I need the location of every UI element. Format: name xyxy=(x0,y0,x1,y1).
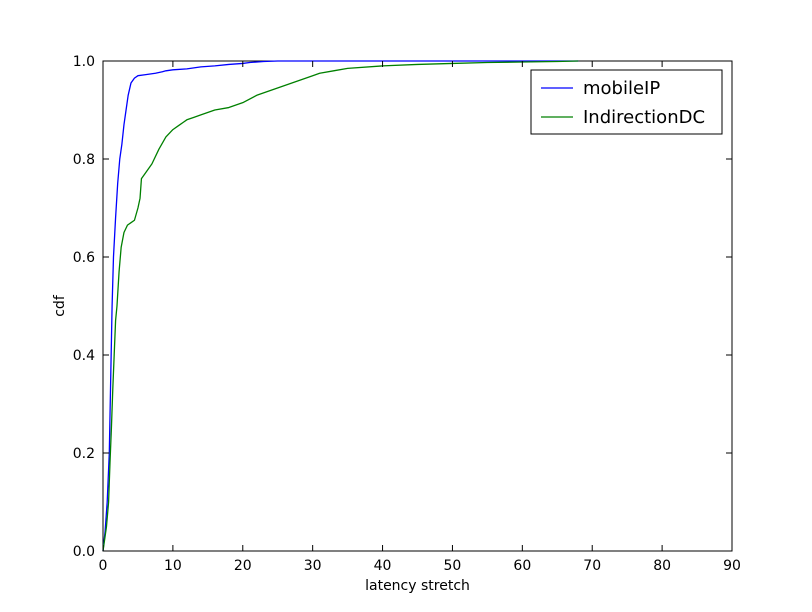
legend-label-mobileIP: mobileIP xyxy=(583,78,660,99)
x-axis-label: latency stretch xyxy=(365,578,470,594)
x-tick-label: 40 xyxy=(374,558,392,574)
y-tick-label: 1.0 xyxy=(73,54,95,70)
series-line-mobileIP xyxy=(102,60,579,552)
y-tick-label: 0.0 xyxy=(73,544,95,560)
x-axis-ticks: 0 10 20 30 40 50 60 70 80 90 xyxy=(99,61,741,574)
x-tick-label: 90 xyxy=(723,558,741,574)
series-layer xyxy=(102,60,579,552)
y-tick-label: 0.8 xyxy=(73,152,95,168)
y-tick-label: 0.6 xyxy=(73,250,95,266)
x-tick-label: 0 xyxy=(99,558,108,574)
y-axis-label: cdf xyxy=(52,294,68,317)
x-tick-label: 20 xyxy=(234,558,252,574)
x-tick-label: 10 xyxy=(164,558,182,574)
series-line-IndirectionDC xyxy=(102,60,579,552)
y-tick-label: 0.2 xyxy=(73,446,95,462)
x-tick-label: 80 xyxy=(653,558,671,574)
legend: mobileIP IndirectionDC xyxy=(530,69,723,135)
legend-label-IndirectionDC: IndirectionDC xyxy=(583,107,705,128)
x-tick-label: 70 xyxy=(583,558,601,574)
x-tick-label: 60 xyxy=(513,558,531,574)
y-axis-ticks: 0.0 0.2 0.4 0.6 0.8 1.0 xyxy=(73,54,732,560)
y-tick-label: 0.4 xyxy=(73,348,95,364)
x-tick-label: 50 xyxy=(444,558,462,574)
x-tick-label: 30 xyxy=(304,558,322,574)
legend-box xyxy=(530,69,723,135)
plot-area xyxy=(102,60,733,552)
